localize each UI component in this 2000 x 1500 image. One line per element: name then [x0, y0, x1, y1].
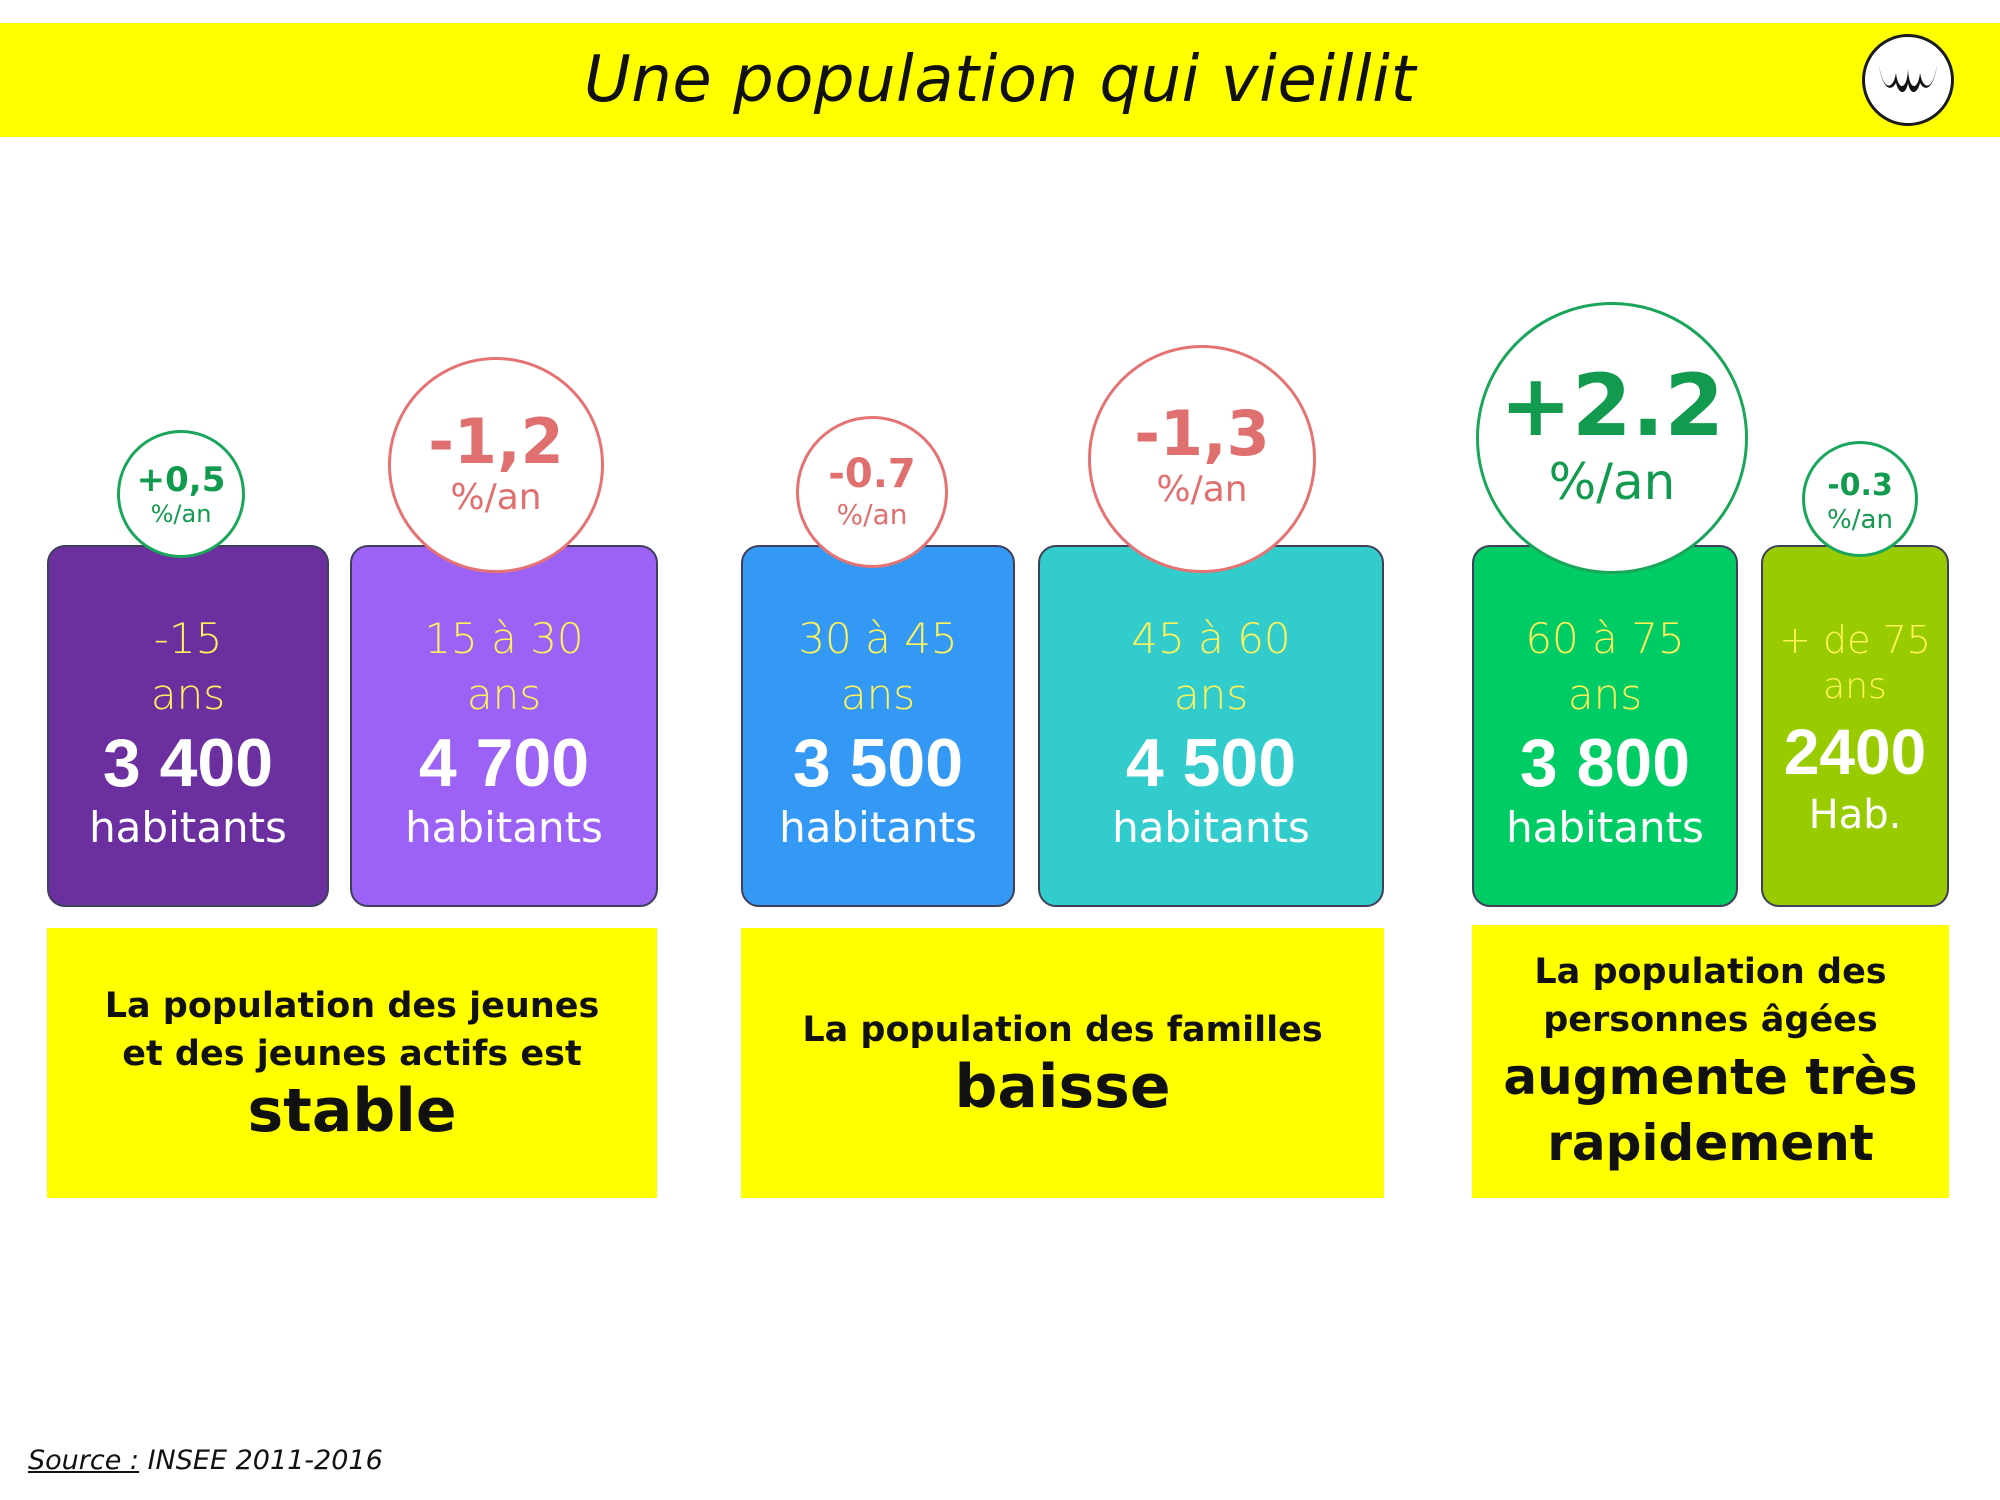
title-banner: [0, 23, 2000, 137]
population-unit: Hab.: [1808, 792, 1902, 838]
age-suffix: ans: [1173, 670, 1249, 719]
age-card-30-45: 30 à 45 ans 3 500 habitants: [741, 545, 1015, 907]
summary-emphasis: augmente très rapidement: [1503, 1047, 1918, 1172]
rate-value: -0.7: [828, 451, 916, 497]
population-unit: habitants: [1112, 803, 1310, 852]
rate-bubble-75-plus: -0.3 %/an: [1802, 441, 1918, 557]
rate-value: +2.2: [1499, 356, 1725, 456]
age-range: 60 à 75: [1525, 614, 1685, 663]
age-suffix: ans: [840, 670, 916, 719]
rate-unit: %/an: [1548, 453, 1676, 511]
age-card-60-75: 60 à 75 ans 3 800 habitants: [1472, 545, 1738, 907]
summary-emphasis: baisse: [954, 1052, 1171, 1122]
population-unit: habitants: [779, 803, 977, 852]
population-unit: habitants: [1506, 803, 1704, 852]
age-range: -15: [153, 614, 223, 663]
age-range: + de 75: [1779, 618, 1931, 662]
age-range: 45 à 60: [1131, 614, 1291, 663]
summary-lead: La population des familles: [802, 1010, 1323, 1050]
rate-unit: %/an: [450, 477, 542, 518]
age-card-15-30: 15 à 30 ans 4 700 habitants: [350, 545, 658, 907]
population-count: 4 700: [418, 725, 590, 801]
rate-bubble-under-15: +0,5 %/an: [117, 430, 245, 558]
age-range: 15 à 30: [424, 614, 584, 663]
rate-bubble-15-30: -1,2 %/an: [388, 357, 604, 573]
summary-lead: La population des jeunes et des jeunes a…: [104, 986, 600, 1074]
age-card-75-plus: + de 75 ans 2400 Hab.: [1761, 545, 1949, 907]
source-text: INSEE 2011-2016: [139, 1445, 383, 1476]
population-count: 2400: [1783, 716, 1927, 788]
rate-unit: %/an: [150, 500, 212, 528]
population-count: 3 500: [792, 725, 964, 801]
rate-value: +0,5: [136, 460, 226, 500]
age-card-45-60: 45 à 60 ans 4 500 habitants: [1038, 545, 1384, 907]
age-card-under-15: -15 ans 3 400 habitants: [47, 545, 329, 907]
age-range: 30 à 45: [798, 614, 958, 663]
summary-families: La population des familles baisse: [741, 928, 1384, 1198]
rate-bubble-30-45: -0.7 %/an: [796, 416, 948, 568]
population-unit: habitants: [89, 803, 287, 852]
page-title: Une population qui vieillit: [583, 43, 1417, 117]
population-unit: habitants: [405, 803, 603, 852]
age-suffix: ans: [1823, 666, 1887, 707]
population-count: 3 400: [102, 725, 274, 801]
summary-youth: La population des jeunes et des jeunes a…: [47, 928, 657, 1198]
population-count: 3 800: [1519, 725, 1691, 801]
summary-emphasis: stable: [247, 1076, 457, 1146]
rate-unit: %/an: [1156, 469, 1248, 510]
age-suffix: ans: [466, 670, 542, 719]
source-note: Source : INSEE 2011-2016: [28, 1445, 383, 1476]
rate-unit: %/an: [836, 498, 908, 531]
age-suffix: ans: [150, 670, 226, 719]
summary-lead: La population des personnes âgées: [1534, 951, 1887, 1040]
rate-bubble-45-60: -1,3 %/an: [1088, 345, 1316, 573]
rate-value: -1,2: [428, 405, 564, 478]
rate-value: -0.3: [1827, 468, 1893, 503]
rate-unit: %/an: [1827, 505, 1893, 535]
age-suffix: ans: [1567, 670, 1643, 719]
summary-seniors: La population des personnes âgées augmen…: [1472, 925, 1949, 1198]
source-label: Source :: [28, 1445, 140, 1476]
waves-logo-icon: [1862, 34, 1954, 126]
rate-bubble-60-75: +2.2 %/an: [1476, 302, 1748, 574]
population-count: 4 500: [1125, 725, 1297, 801]
rate-value: -1,3: [1134, 397, 1270, 470]
